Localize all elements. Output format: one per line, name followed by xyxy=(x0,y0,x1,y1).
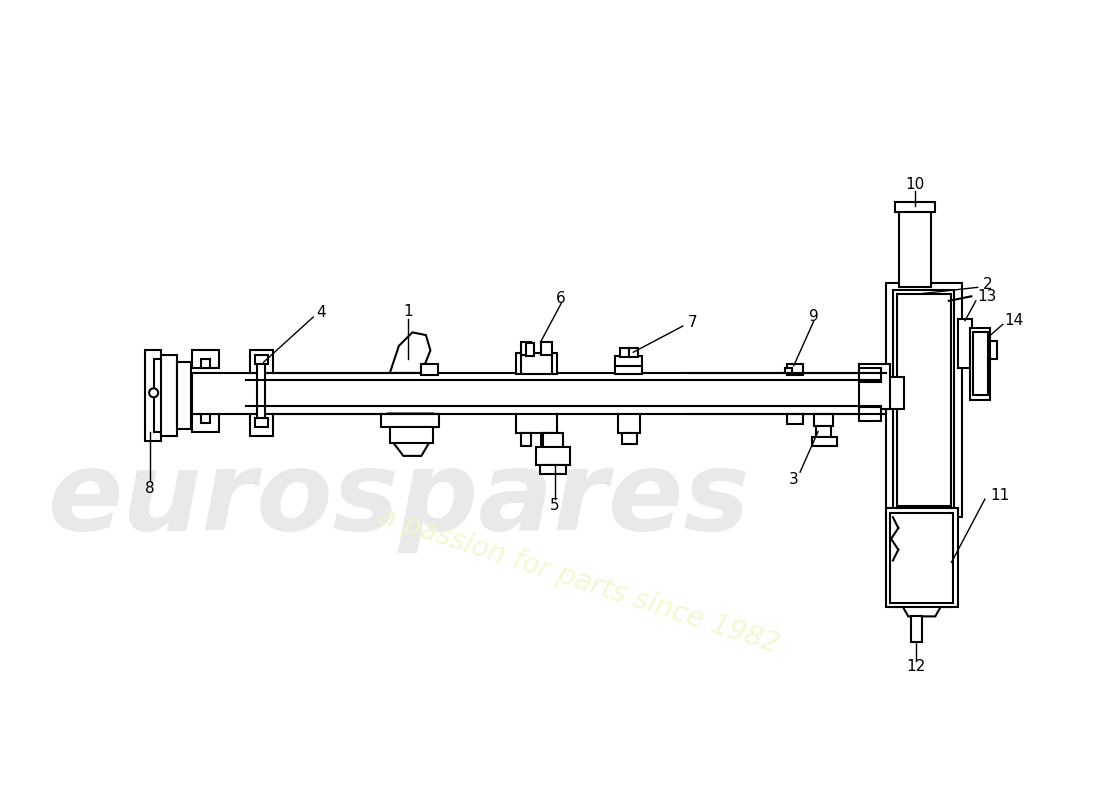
Polygon shape xyxy=(893,518,950,616)
Bar xyxy=(859,407,881,421)
Bar xyxy=(618,414,640,434)
Text: 1: 1 xyxy=(403,304,412,319)
Bar xyxy=(520,434,531,446)
Bar xyxy=(541,434,552,446)
Bar xyxy=(970,328,990,400)
Bar xyxy=(516,353,557,374)
Bar xyxy=(381,414,439,427)
Bar xyxy=(629,348,638,357)
Bar xyxy=(520,342,531,355)
Text: 5: 5 xyxy=(550,498,560,513)
Bar xyxy=(899,206,931,287)
Bar xyxy=(859,369,881,382)
Bar xyxy=(191,350,219,369)
Text: 8: 8 xyxy=(145,481,155,496)
Bar xyxy=(250,414,273,436)
Circle shape xyxy=(150,388,158,398)
Bar xyxy=(421,364,438,374)
Text: 14: 14 xyxy=(1004,313,1024,328)
Text: 9: 9 xyxy=(808,309,818,324)
Bar xyxy=(784,367,792,373)
Bar xyxy=(623,434,637,444)
Text: 7: 7 xyxy=(688,315,697,330)
Text: 11: 11 xyxy=(990,488,1010,503)
Bar xyxy=(389,427,433,443)
Text: 12: 12 xyxy=(906,659,926,674)
Bar xyxy=(540,465,565,474)
Bar xyxy=(200,414,209,422)
Bar xyxy=(177,362,191,429)
Bar xyxy=(958,319,972,369)
Polygon shape xyxy=(388,414,433,456)
Bar xyxy=(786,414,803,424)
Bar xyxy=(812,437,837,446)
Bar xyxy=(516,414,557,434)
Bar xyxy=(543,434,563,447)
Text: 4: 4 xyxy=(316,305,326,320)
Bar xyxy=(191,373,886,414)
Text: 2: 2 xyxy=(983,277,992,292)
Bar xyxy=(886,508,958,607)
Bar xyxy=(526,343,535,356)
Bar xyxy=(615,356,642,374)
Bar xyxy=(191,414,219,431)
Polygon shape xyxy=(389,332,430,373)
Bar xyxy=(896,294,950,506)
Bar xyxy=(886,378,904,409)
Bar xyxy=(859,364,890,409)
Bar xyxy=(200,359,209,369)
Text: 13: 13 xyxy=(978,289,997,304)
Bar xyxy=(894,202,935,213)
Bar xyxy=(893,518,952,607)
Bar xyxy=(254,418,268,427)
Bar xyxy=(250,350,273,373)
Bar xyxy=(786,364,803,374)
Bar xyxy=(619,348,629,357)
Bar xyxy=(154,359,165,431)
Bar xyxy=(541,342,552,355)
Text: 3: 3 xyxy=(789,472,799,487)
Text: 6: 6 xyxy=(557,290,566,306)
Bar xyxy=(257,364,265,418)
Bar xyxy=(990,342,998,359)
Bar xyxy=(890,513,954,603)
Text: eurospares: eurospares xyxy=(47,446,750,553)
Bar xyxy=(904,530,935,590)
Bar xyxy=(254,355,268,364)
Bar xyxy=(161,355,177,436)
Bar xyxy=(144,350,161,441)
Bar xyxy=(893,290,954,510)
Text: 10: 10 xyxy=(905,177,924,192)
Bar xyxy=(814,414,834,426)
Text: a passion for parts since 1982: a passion for parts since 1982 xyxy=(375,502,783,658)
Bar xyxy=(974,332,988,395)
Bar xyxy=(886,282,962,518)
Bar xyxy=(536,447,570,465)
Bar xyxy=(911,616,922,642)
Bar xyxy=(816,426,831,437)
